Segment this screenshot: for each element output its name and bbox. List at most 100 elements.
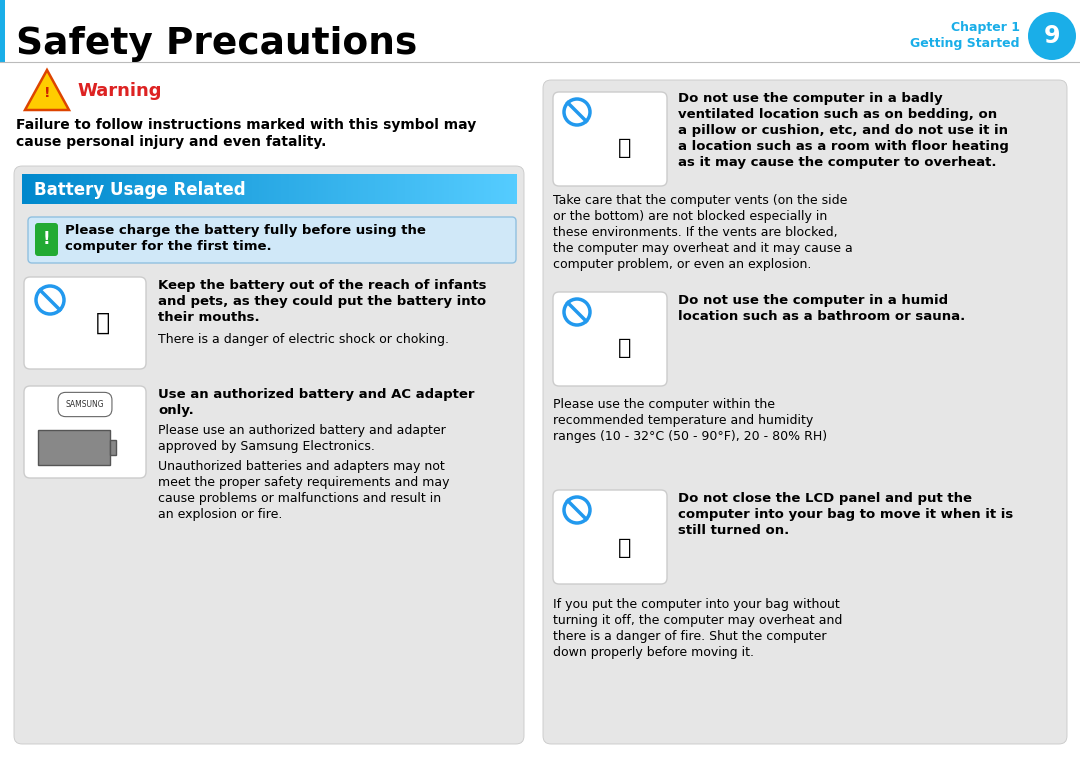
- Bar: [294, 174, 297, 204]
- Bar: [165, 174, 168, 204]
- Bar: [316, 174, 319, 204]
- Bar: [227, 174, 230, 204]
- Circle shape: [1028, 12, 1076, 60]
- Bar: [232, 174, 235, 204]
- Bar: [50, 174, 52, 204]
- Bar: [440, 174, 443, 204]
- Bar: [177, 174, 180, 204]
- Bar: [386, 174, 388, 204]
- Bar: [395, 174, 397, 204]
- Bar: [388, 174, 391, 204]
- Bar: [202, 174, 205, 204]
- Bar: [125, 174, 129, 204]
- Bar: [330, 174, 334, 204]
- Text: an explosion or fire.: an explosion or fire.: [158, 508, 282, 521]
- Bar: [370, 174, 374, 204]
- Bar: [188, 174, 190, 204]
- Bar: [67, 174, 69, 204]
- Bar: [229, 174, 232, 204]
- Bar: [129, 174, 131, 204]
- Bar: [296, 174, 299, 204]
- Bar: [276, 174, 280, 204]
- Bar: [167, 174, 171, 204]
- Bar: [73, 174, 77, 204]
- Bar: [340, 174, 343, 204]
- Bar: [407, 174, 410, 204]
- Text: and pets, as they could put the battery into: and pets, as they could put the battery …: [158, 295, 486, 308]
- Bar: [451, 174, 455, 204]
- Bar: [225, 174, 228, 204]
- Bar: [417, 174, 420, 204]
- Bar: [382, 174, 386, 204]
- Bar: [403, 174, 405, 204]
- Bar: [185, 174, 188, 204]
- Bar: [474, 174, 477, 204]
- Bar: [180, 174, 183, 204]
- Bar: [501, 174, 504, 204]
- Bar: [257, 174, 259, 204]
- FancyBboxPatch shape: [24, 277, 146, 369]
- Bar: [116, 174, 119, 204]
- Bar: [25, 174, 27, 204]
- Bar: [108, 174, 111, 204]
- Bar: [198, 174, 201, 204]
- Text: these environments. If the vents are blocked,: these environments. If the vents are blo…: [553, 226, 838, 239]
- FancyBboxPatch shape: [553, 292, 667, 386]
- Bar: [303, 174, 307, 204]
- Bar: [489, 174, 491, 204]
- Bar: [319, 174, 322, 204]
- Text: Please use the computer within the: Please use the computer within the: [553, 398, 775, 411]
- Bar: [150, 174, 153, 204]
- Bar: [86, 174, 90, 204]
- Bar: [375, 174, 378, 204]
- Bar: [113, 174, 117, 204]
- Bar: [35, 174, 38, 204]
- Bar: [215, 174, 218, 204]
- Text: !: !: [43, 230, 51, 248]
- Text: !: !: [44, 86, 51, 100]
- Bar: [104, 174, 107, 204]
- Bar: [380, 174, 383, 204]
- Bar: [274, 174, 276, 204]
- Text: Do not close the LCD panel and put the: Do not close the LCD panel and put the: [678, 492, 972, 505]
- Bar: [32, 174, 35, 204]
- Bar: [301, 174, 305, 204]
- Bar: [138, 174, 141, 204]
- Bar: [22, 174, 25, 204]
- Bar: [244, 174, 247, 204]
- Text: cause personal injury and even fatality.: cause personal injury and even fatality.: [16, 135, 326, 149]
- Bar: [313, 174, 316, 204]
- FancyBboxPatch shape: [553, 490, 667, 584]
- Text: computer problem, or even an explosion.: computer problem, or even an explosion.: [553, 258, 811, 271]
- Bar: [106, 174, 109, 204]
- Bar: [288, 174, 292, 204]
- Bar: [212, 174, 215, 204]
- Bar: [361, 174, 363, 204]
- Bar: [54, 174, 57, 204]
- Bar: [121, 174, 124, 204]
- Text: Warning: Warning: [77, 82, 162, 100]
- Bar: [321, 174, 324, 204]
- Bar: [27, 174, 30, 204]
- Bar: [261, 174, 265, 204]
- Bar: [326, 174, 328, 204]
- Bar: [378, 174, 380, 204]
- Bar: [29, 174, 32, 204]
- Bar: [434, 174, 437, 204]
- Text: Chapter 1: Chapter 1: [951, 21, 1020, 34]
- Bar: [292, 174, 294, 204]
- Text: down properly before moving it.: down properly before moving it.: [553, 646, 754, 659]
- Bar: [102, 174, 104, 204]
- Bar: [482, 174, 485, 204]
- Text: Do not use the computer in a badly: Do not use the computer in a badly: [678, 92, 943, 105]
- Text: 👶: 👶: [96, 311, 110, 335]
- Text: their mouths.: their mouths.: [158, 311, 259, 324]
- Bar: [400, 174, 403, 204]
- Bar: [94, 174, 96, 204]
- Bar: [123, 174, 126, 204]
- Bar: [190, 174, 193, 204]
- Bar: [269, 174, 272, 204]
- Bar: [77, 174, 79, 204]
- Bar: [56, 174, 59, 204]
- FancyBboxPatch shape: [553, 92, 667, 186]
